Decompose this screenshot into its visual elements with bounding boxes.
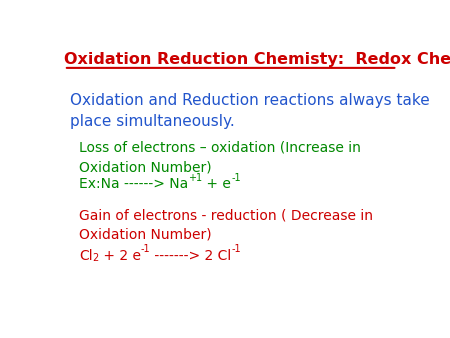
Text: Cl: Cl xyxy=(79,249,93,263)
Text: Loss of electrons – oxidation (Increase in
Oxidation Number): Loss of electrons – oxidation (Increase … xyxy=(79,141,361,174)
Text: -1: -1 xyxy=(231,172,241,183)
Text: + 2 e: + 2 e xyxy=(99,249,141,263)
Text: Oxidation and Reduction reactions always take
place simultaneously.: Oxidation and Reduction reactions always… xyxy=(70,93,430,129)
Text: 2: 2 xyxy=(93,254,99,263)
Text: Oxidation Reduction Chemisty:  Redox Chemistry: Oxidation Reduction Chemisty: Redox Chem… xyxy=(64,52,450,67)
Text: +1: +1 xyxy=(188,172,202,183)
Text: Ex:Na ------> Na: Ex:Na ------> Na xyxy=(79,177,188,191)
Text: Gain of electrons - reduction ( Decrease in
Oxidation Number): Gain of electrons - reduction ( Decrease… xyxy=(79,209,373,242)
Text: + e: + e xyxy=(202,177,231,191)
Text: -1: -1 xyxy=(232,244,241,254)
Text: -1: -1 xyxy=(141,244,150,254)
Text: -------> 2 Cl: -------> 2 Cl xyxy=(150,249,232,263)
